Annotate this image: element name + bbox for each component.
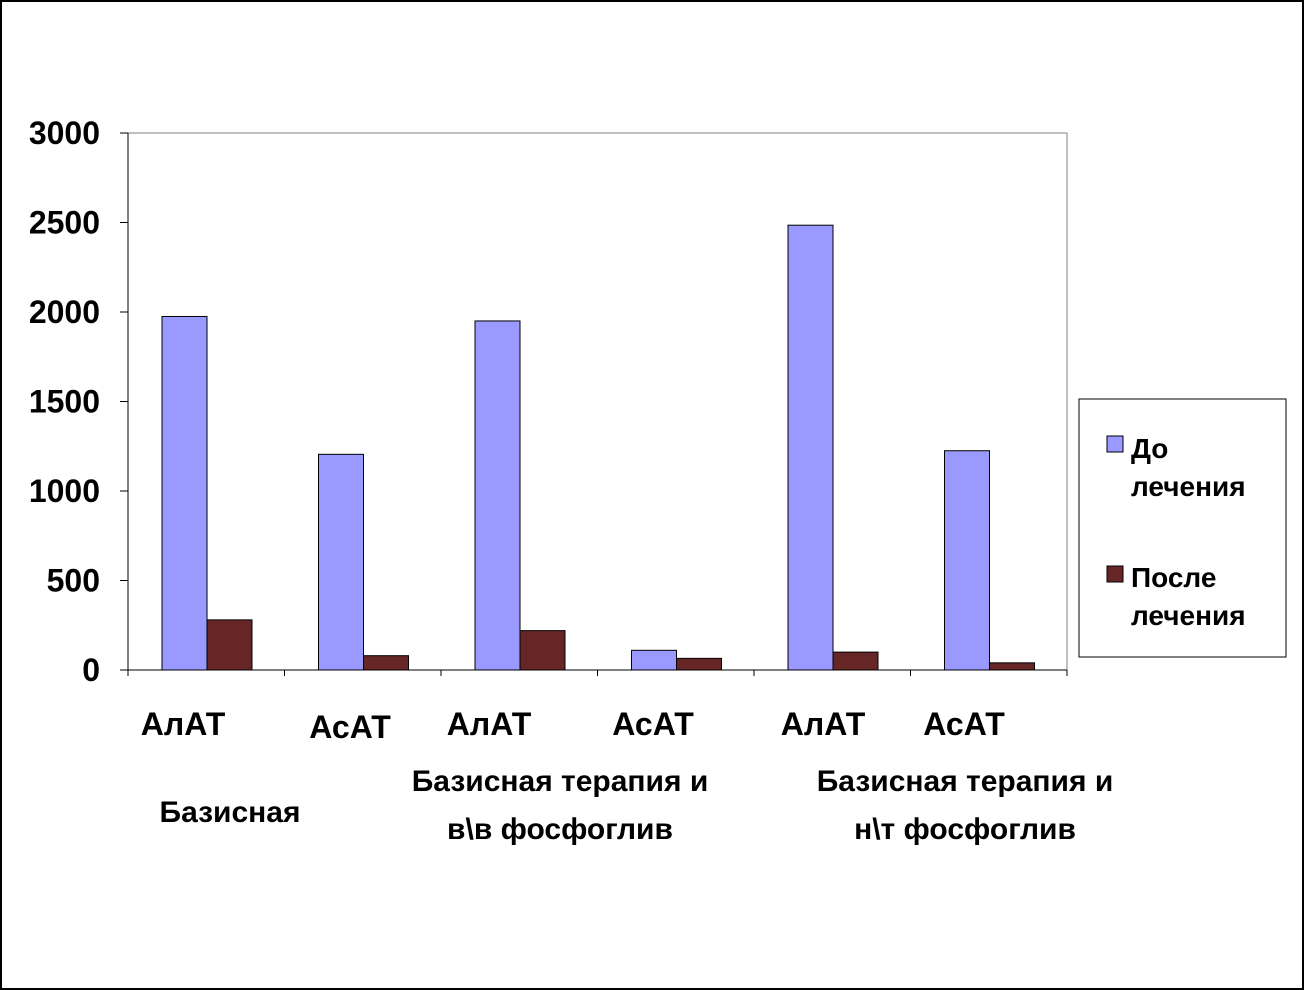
bar-before-treatment xyxy=(944,450,990,671)
y-axis: 0 500 1000 1500 2000 2500 3000 xyxy=(29,115,1068,688)
y-tick-label: 1500 xyxy=(29,384,100,420)
bar-after-treatment xyxy=(206,619,253,671)
x-category-label: АсАТ xyxy=(612,706,694,742)
y-tick-label: 0 xyxy=(82,652,100,688)
y-tick-label: 1000 xyxy=(29,473,100,509)
group-label: Базисная xyxy=(160,796,301,829)
x-category-label: АлАТ xyxy=(447,706,532,742)
x-category-label: АсАТ xyxy=(923,706,1005,742)
group-label: Базисная терапия и в\в фосфоглив xyxy=(412,765,709,846)
bar-before-treatment xyxy=(161,315,208,671)
group-label: Базисная терапия и н\т фосфоглив xyxy=(817,765,1114,846)
legend: До лечения После лечения xyxy=(1078,398,1287,658)
plot-area xyxy=(127,132,1068,671)
y-tick-label: 2500 xyxy=(29,205,100,241)
bar-before-treatment xyxy=(787,224,834,671)
bar-before-treatment xyxy=(318,453,364,671)
bar-before-treatment xyxy=(631,649,677,671)
x-category-label: АлАТ xyxy=(141,706,226,742)
y-tick-label: 500 xyxy=(47,563,100,599)
legend-label-after: После лечения xyxy=(1131,562,1246,631)
y-tick-label: 2000 xyxy=(29,294,100,330)
legend-label-before: До лечения xyxy=(1131,433,1246,502)
y-tick-label: 3000 xyxy=(29,115,100,151)
bars xyxy=(161,224,1035,671)
bar-after-treatment xyxy=(676,657,722,671)
bar-after-treatment xyxy=(519,630,566,671)
bar-after-treatment xyxy=(989,662,1035,671)
x-category-label: АлАТ xyxy=(781,706,866,742)
x-category-label: АсАТ xyxy=(309,709,391,745)
legend-swatch-before xyxy=(1106,435,1124,453)
bar-before-treatment xyxy=(474,320,521,671)
legend-swatch-after xyxy=(1106,565,1124,583)
x-axis-labels: АлАТ АсАТ АлАТ АсАТ АлАТ АсАТ xyxy=(141,706,1005,745)
bar-after-treatment xyxy=(363,655,409,671)
group-labels: Базисная Базисная терапия и в\в фосфоглив Б… xyxy=(160,765,1114,846)
bar-after-treatment xyxy=(832,651,879,671)
